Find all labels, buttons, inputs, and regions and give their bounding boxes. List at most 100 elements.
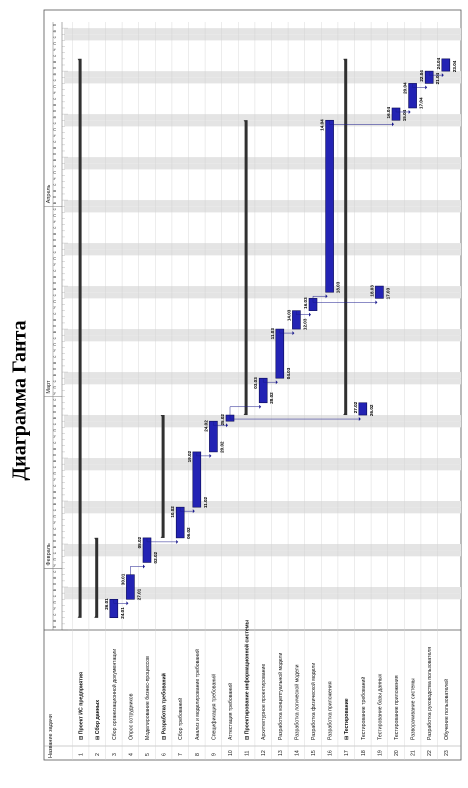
table-header-name: Название задачи — [48, 714, 54, 758]
weekend-band — [64, 587, 461, 594]
task-name: Разработка руководства пользователя — [427, 647, 433, 740]
day-letter: п — [52, 67, 57, 69]
dependency-arrow — [259, 404, 262, 409]
bar-start-label: 20.02 — [219, 441, 224, 453]
month-label-2: Апрель — [46, 184, 52, 203]
day-letter: п — [52, 128, 57, 130]
task-number: 22 — [427, 750, 433, 756]
day-letter: п — [52, 171, 57, 173]
day-letter: п — [52, 325, 57, 327]
day-letter: с — [52, 337, 57, 339]
dependency-arrow — [392, 122, 394, 127]
summary-bar — [161, 415, 165, 538]
task-name: Тестирование базы данных — [377, 673, 383, 740]
task-name: ⊟ Сбор данных — [94, 700, 101, 740]
day-letter: п — [52, 515, 57, 517]
day-letter: с — [52, 294, 57, 296]
summary-bar — [95, 537, 99, 618]
dependency-arrow — [226, 423, 228, 428]
day-letter: в — [52, 619, 57, 622]
dependency-line — [262, 378, 276, 383]
dependency-arrow — [408, 109, 411, 114]
task-bar — [325, 119, 334, 293]
task-name: Моделирование бизнес-процессов — [145, 656, 151, 740]
task-bar — [192, 451, 202, 508]
weekend-band — [64, 550, 461, 557]
day-letter: п — [52, 196, 57, 198]
day-letter: п — [52, 214, 57, 216]
dependency-line — [296, 310, 309, 315]
day-letter: с — [52, 79, 57, 81]
day-letter: в — [52, 576, 57, 579]
weekend-band — [64, 200, 461, 207]
task-bar — [441, 58, 451, 72]
task-number: 18 — [361, 750, 367, 756]
dependency-arrow — [143, 564, 145, 569]
day-letter: в — [52, 447, 57, 450]
day-letter: в — [52, 490, 57, 493]
day-letter: в — [52, 189, 57, 192]
day-letter: п — [52, 368, 57, 370]
dependency-line — [312, 295, 326, 299]
bar-end-label: 10.02 — [170, 506, 175, 518]
dependency-arrow — [309, 312, 311, 317]
day-letter: п — [52, 411, 57, 413]
task-name: Разворачивание системы — [411, 678, 417, 740]
weekend-band — [64, 34, 461, 41]
weekend-band — [64, 329, 461, 336]
weekend-band — [64, 464, 461, 471]
weekend-band — [64, 544, 461, 551]
bar-end-label: 24.02 — [203, 420, 208, 432]
dependency-arrow — [358, 417, 361, 422]
day-letter: п — [52, 454, 57, 456]
day-letter: с — [52, 528, 57, 530]
day-letter: п — [52, 42, 57, 44]
bar-start-label: 24.01 — [120, 607, 125, 619]
weekend-band — [64, 157, 461, 164]
task-number: 4 — [128, 753, 134, 756]
day-letter: с — [52, 251, 57, 253]
task-number: 19 — [377, 750, 383, 756]
day-letter: ч — [52, 263, 57, 265]
weekend-band — [64, 372, 461, 379]
task-name: Аттестация требований — [227, 683, 234, 740]
bar-start-label: 27.01 — [136, 588, 141, 600]
day-letter: с — [52, 270, 57, 272]
day-letter: п — [52, 497, 57, 499]
summary-cap — [160, 534, 165, 538]
summary-bar — [244, 120, 248, 416]
task-bar — [209, 420, 218, 453]
task-bar — [126, 574, 135, 600]
dependency-line — [329, 120, 392, 125]
day-letter: в — [52, 545, 57, 548]
bar-start-label: 17.03 — [385, 287, 390, 299]
dependency-line — [279, 329, 293, 334]
bar-end-label: 14.03 — [286, 309, 291, 321]
weekend-band — [64, 335, 461, 342]
weekend-band — [64, 114, 461, 121]
day-letter: ч — [52, 435, 57, 437]
bar-end-label: 22.04 — [419, 70, 424, 82]
task-number: 13 — [278, 750, 284, 756]
task-bar — [275, 328, 285, 379]
day-letter: в — [52, 533, 57, 536]
day-letter: с — [52, 485, 57, 487]
day-letter: п — [52, 386, 57, 388]
task-number: 6 — [162, 753, 168, 756]
dependency-line — [113, 599, 127, 604]
weekend-band — [64, 501, 461, 508]
day-letter: ч — [52, 478, 57, 480]
task-name: Анализ и моделирование требований — [194, 649, 201, 740]
bar-end-label: 16.04 — [386, 107, 391, 119]
day-letter: ч — [52, 306, 57, 308]
day-letter: ч — [52, 564, 57, 566]
weekend-band — [64, 120, 461, 127]
bar-end-label: 26.01 — [104, 598, 109, 610]
day-letter: в — [52, 318, 57, 321]
day-letter: п — [52, 282, 57, 284]
day-letter: в — [52, 201, 57, 204]
weekend-band — [64, 593, 461, 600]
task-number: 23 — [444, 750, 450, 756]
day-letter: с — [52, 614, 57, 616]
